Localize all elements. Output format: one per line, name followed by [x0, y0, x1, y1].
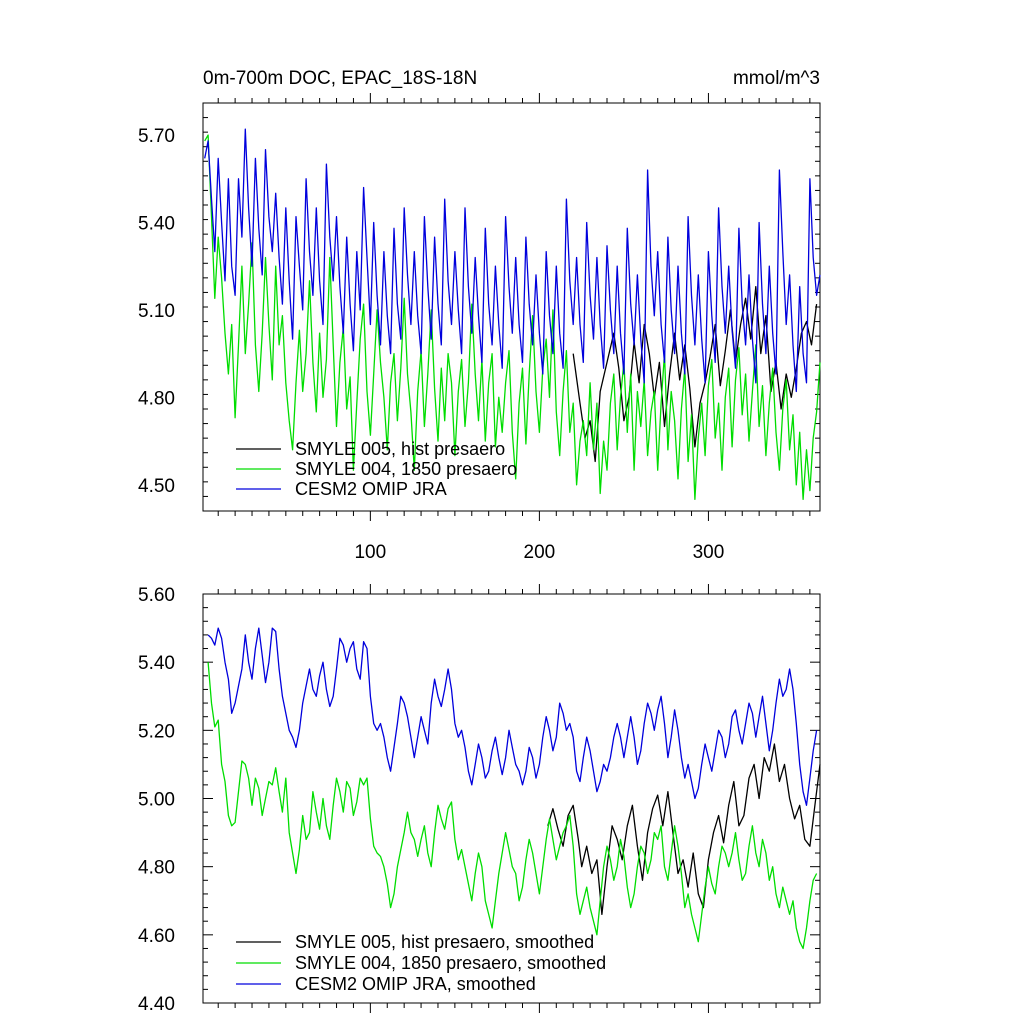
- y-tick-label: 5.40: [138, 653, 175, 674]
- y-tick-label: 4.80: [138, 858, 175, 879]
- legend-label-1: SMYLE 005, hist presaero: [295, 439, 505, 459]
- chart-title: 0m-700m DOC, EPAC_18S-18N: [203, 68, 477, 89]
- y-tick-label: 4.60: [138, 926, 175, 947]
- y-tick-label: 5.40: [138, 213, 175, 234]
- legend-label-3: CESM2 OMIP JRA, smoothed: [295, 974, 536, 994]
- y-tick-label: 5.60: [138, 585, 175, 606]
- x-tick-label: 200: [524, 542, 556, 563]
- legend-label-2: SMYLE 004, 1850 presaero, smoothed: [295, 953, 606, 973]
- x-tick-label: 300: [693, 542, 725, 563]
- panel-bottom-doc-smoothed: 4.40 4.60 4.80 5.00 5.20 5.40 5.60 SMYLE 005, h…: [138, 584, 821, 1015]
- y-tick-label: 4.50: [138, 476, 175, 497]
- series-line-1: [572, 285, 818, 463]
- legend-label-2: SMYLE 004, 1850 presaero: [295, 459, 517, 479]
- y-tick-label: 5.10: [138, 301, 175, 322]
- series-line-2: [204, 134, 821, 500]
- series-line-1: [547, 743, 821, 916]
- y-tick-label: 5.00: [138, 790, 175, 811]
- series-line-3: [204, 128, 821, 393]
- y-tick-label: 4.80: [138, 388, 175, 409]
- series-line-3: [207, 627, 818, 806]
- panel-top-doc-timeseries: 4.50 4.80 5.10 5.40 5.70 100 200 300 0m-700m DOC…: [138, 68, 821, 563]
- y-tick-label: 4.40: [138, 994, 175, 1015]
- x-tick-label: 100: [354, 542, 386, 563]
- y-tick-label: 5.20: [138, 721, 175, 742]
- legend-label-3: CESM2 OMIP JRA: [295, 479, 447, 499]
- units-label: mmol/m^3: [733, 68, 820, 89]
- y-tick-label: 5.70: [138, 126, 175, 147]
- series-line-2: [207, 662, 818, 950]
- legend-label-1: SMYLE 005, hist presaero, smoothed: [295, 932, 594, 952]
